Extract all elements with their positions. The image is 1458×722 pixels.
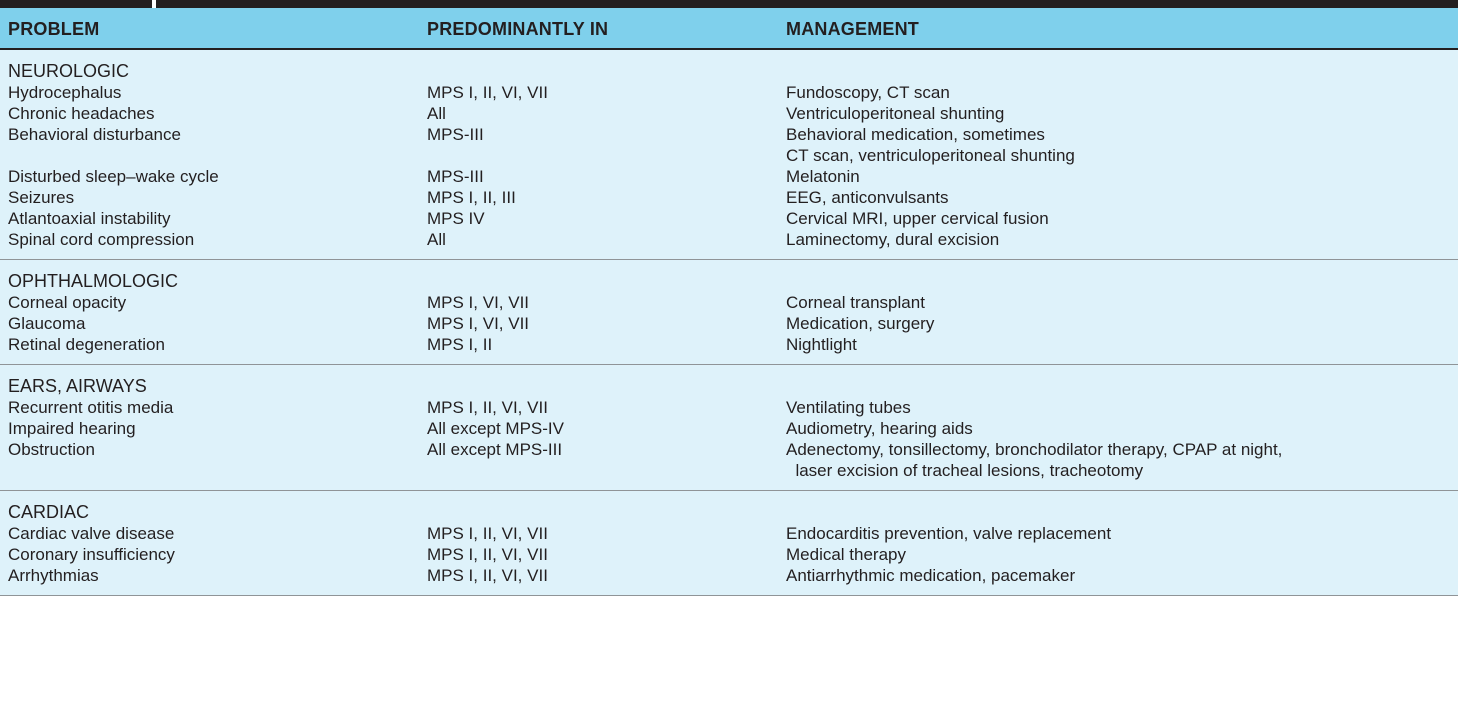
problem-cell: Chronic headaches: [8, 104, 155, 123]
header-management: MANAGEMENT: [786, 19, 919, 39]
management-line: Cervical MRI, upper cervical fusion: [786, 209, 1049, 228]
problem-cell: Hydrocephalus: [8, 83, 122, 102]
problem-cell: Disturbed sleep–wake cycle: [8, 167, 219, 186]
management-line: Adenectomy, tonsillectomy, bronchodilato…: [786, 440, 1283, 459]
predominantly-in-cell: MPS I, II: [427, 335, 493, 354]
predominantly-in-cell: All: [427, 230, 446, 249]
management-cell: Cervical MRI, upper cervical fusion: [786, 208, 1049, 229]
management-line: Laminectomy, dural excision: [786, 230, 1000, 249]
predominantly-in-cell: MPS I, VI, VII: [427, 293, 530, 312]
table-body: NEUROLOGIC Hydrocephalus MPS I, II, VI, VI…: [0, 50, 1458, 596]
top-rule: [0, 0, 1458, 8]
problem-cell: Behavioral disturbance: [8, 125, 181, 144]
management-line: Fundoscopy, CT scan: [786, 83, 950, 102]
management-line: Audiometry, hearing aids: [786, 419, 973, 438]
management-cell: Nightlight: [786, 334, 857, 355]
management-line: CT scan, ventriculoperitoneal shunting: [786, 146, 1075, 165]
management-line: Ventilating tubes: [786, 398, 911, 417]
management-line: Medical therapy: [786, 545, 907, 564]
header-problem: PROBLEM: [8, 19, 100, 39]
section-title: OPHTHALMOLOGIC: [8, 271, 179, 291]
section-cardiac: CARDIAC Cardiac valve disease MPS I, II, V…: [0, 491, 1458, 596]
predominantly-in-cell: All except MPS-IV: [427, 419, 564, 438]
predominantly-in-cell: MPS I, II, VI, VII: [427, 398, 548, 417]
problem-cell: Seizures: [8, 188, 75, 207]
management-line: laser excision of tracheal lesions, trac…: [786, 461, 1144, 480]
problem-cell: Impaired hearing: [8, 419, 136, 438]
management-line: Endocarditis prevention, valve replaceme…: [786, 524, 1112, 543]
predominantly-in-cell: MPS I, II, VI, VII: [427, 524, 548, 543]
management-line: EEG, anticonvulsants: [786, 188, 949, 207]
management-cell: Audiometry, hearing aids: [786, 418, 973, 439]
section-ears-airways: EARS, AIRWAYS Recurrent otitis media MPS I…: [0, 365, 1458, 491]
problem-cell: Atlantoaxial instability: [8, 209, 171, 228]
predominantly-in-cell: MPS I, II, III: [427, 188, 516, 207]
management-cell: Endocarditis prevention, valve replaceme…: [786, 523, 1111, 544]
management-line: Ventriculoperitoneal shunting: [786, 104, 1005, 123]
section-neurologic: NEUROLOGIC Hydrocephalus MPS I, II, VI, VI…: [0, 50, 1458, 260]
problem-cell: Retinal degeneration: [8, 335, 165, 354]
management-line: Medication, surgery: [786, 314, 935, 333]
management-cell: Medical therapy: [786, 544, 906, 565]
management-cell: Ventilating tubes: [786, 397, 911, 418]
predominantly-in-cell: All except MPS-III: [427, 440, 563, 459]
problem-cell: Corneal opacity: [8, 293, 127, 312]
management-cell: Behavioral medication, sometimes CT scan,…: [786, 124, 1075, 166]
problem-cell: Coronary insufficiency: [8, 545, 175, 564]
predominantly-in-cell: All: [427, 104, 446, 123]
management-cell: Laminectomy, dural excision: [786, 229, 999, 250]
section-title: NEUROLOGIC: [8, 61, 130, 81]
management-cell: Ventriculoperitoneal shunting: [786, 103, 1004, 124]
management-cell: Fundoscopy, CT scan: [786, 82, 950, 103]
management-cell: Melatonin: [786, 166, 860, 187]
management-line: Corneal transplant: [786, 293, 925, 312]
problem-cell: Recurrent otitis media: [8, 398, 174, 417]
management-cell: Antiarrhythmic medication, pacemaker: [786, 565, 1075, 586]
problem-cell: Spinal cord compression: [8, 230, 195, 249]
management-line: Antiarrhythmic medication, pacemaker: [786, 566, 1076, 585]
problem-cell: Cardiac valve disease: [8, 524, 175, 543]
section-ophthalmologic: OPHTHALMOLOGIC Corneal opacity MPS I, VI, …: [0, 260, 1458, 365]
predominantly-in-cell: MPS-III: [427, 125, 484, 144]
section-title: EARS, AIRWAYS: [8, 376, 147, 396]
predominantly-in-cell: MPS I, II, VI, VII: [427, 545, 548, 564]
header-predominantly-in: PREDOMINANTLY IN: [427, 19, 609, 39]
predominantly-in-cell: MPS-III: [427, 167, 484, 186]
problem-cell: Arrhythmias: [8, 566, 99, 585]
management-cell: Medication, surgery: [786, 313, 934, 334]
problem-cell: Glaucoma: [8, 314, 86, 333]
section-title: CARDIAC: [8, 502, 90, 522]
mps-problems-table: PROBLEM PREDOMINANTLY IN MANAGEMENT NEUR…: [0, 8, 1458, 596]
management-cell: EEG, anticonvulsants: [786, 187, 949, 208]
management-cell: Adenectomy, tonsillectomy, bronchodilato…: [786, 439, 1282, 481]
management-line: Nightlight: [786, 335, 857, 354]
predominantly-in-cell: MPS I, II, VI, VII: [427, 83, 548, 102]
predominantly-in-cell: MPS I, II, VI, VII: [427, 566, 548, 585]
rule-notch: [152, 0, 156, 8]
table-header: PROBLEM PREDOMINANTLY IN MANAGEMENT: [0, 8, 1458, 50]
problem-cell: Obstruction: [8, 440, 95, 459]
management-line: Melatonin: [786, 167, 860, 186]
predominantly-in-cell: MPS I, VI, VII: [427, 314, 530, 333]
predominantly-in-cell: MPS IV: [427, 209, 485, 228]
management-cell: Corneal transplant: [786, 292, 925, 313]
management-line: Behavioral medication, sometimes: [786, 125, 1045, 144]
